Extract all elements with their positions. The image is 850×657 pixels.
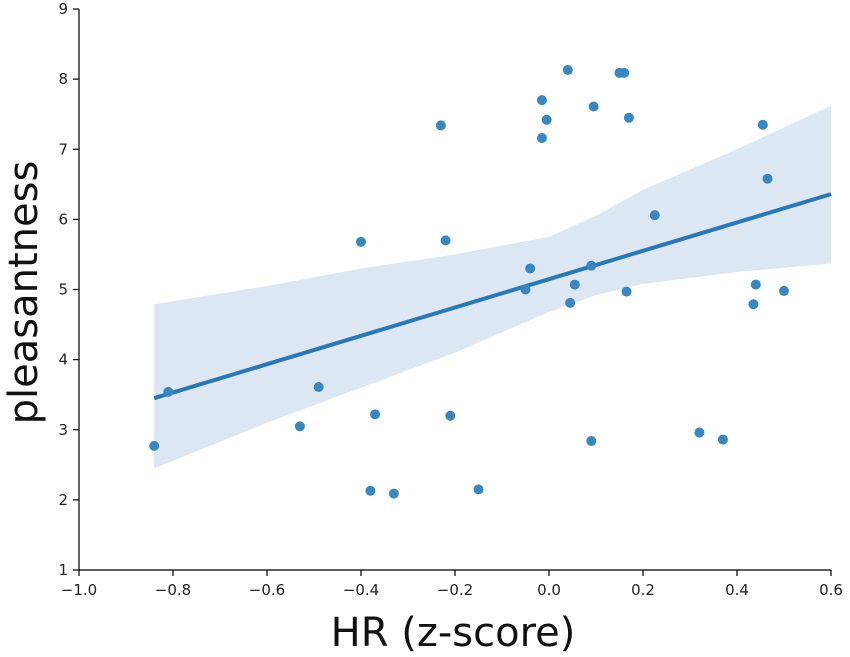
data-point xyxy=(762,173,773,184)
data-point xyxy=(694,427,705,438)
data-point xyxy=(445,410,456,421)
data-point xyxy=(525,263,536,274)
y-tick-label: 5 xyxy=(58,281,68,299)
data-point xyxy=(294,421,305,432)
data-point xyxy=(388,488,399,499)
y-tick-label: 3 xyxy=(58,421,68,439)
x-tick-label: 0.0 xyxy=(537,581,561,599)
y-tick-label: 1 xyxy=(58,561,68,579)
data-point xyxy=(536,133,547,144)
y-ticks: 1 2 3 4 5 6 7 8 9 xyxy=(58,0,79,579)
data-points-layer xyxy=(149,65,789,499)
data-point xyxy=(370,409,381,420)
data-point xyxy=(757,119,768,130)
y-axis-label: pleasantness xyxy=(1,161,47,425)
confidence-band-layer xyxy=(154,105,831,469)
y-tick-label: 7 xyxy=(58,140,68,158)
data-point xyxy=(440,235,451,246)
y-tick-label: 9 xyxy=(58,0,68,18)
data-point xyxy=(750,279,761,290)
data-point xyxy=(313,381,324,392)
x-ticks: −1.0 −0.8 −0.6 −0.4 −0.2 0.0 0.2 0.4 0.6 xyxy=(61,570,843,599)
x-tick-label: −1.0 xyxy=(61,581,97,599)
x-tick-label: −0.4 xyxy=(343,581,379,599)
x-tick-label: −0.2 xyxy=(437,581,473,599)
data-point xyxy=(163,386,174,397)
data-point xyxy=(565,297,576,308)
data-point xyxy=(536,95,547,106)
y-tick-label: 6 xyxy=(58,210,68,228)
data-point xyxy=(520,284,531,295)
data-point xyxy=(435,120,446,131)
data-point xyxy=(619,67,630,78)
x-tick-label: −0.8 xyxy=(155,581,191,599)
data-point xyxy=(569,279,580,290)
data-point xyxy=(717,434,728,445)
x-tick-label: 0.6 xyxy=(819,581,843,599)
data-point xyxy=(588,101,599,112)
y-tick-label: 4 xyxy=(58,351,68,369)
y-tick-label: 2 xyxy=(58,491,68,509)
data-point xyxy=(365,485,376,496)
x-tick-label: −0.6 xyxy=(249,581,285,599)
data-point xyxy=(649,210,660,221)
data-point xyxy=(621,286,632,297)
confidence-band xyxy=(154,105,831,469)
data-point xyxy=(623,112,634,123)
data-point xyxy=(586,435,597,446)
data-point xyxy=(562,65,573,76)
data-point xyxy=(541,114,552,125)
x-axis-label: HR (z-score) xyxy=(331,610,576,656)
data-point xyxy=(473,484,484,495)
y-tick-label: 8 xyxy=(58,70,68,88)
data-point xyxy=(149,440,160,451)
x-tick-label: 0.2 xyxy=(631,581,655,599)
x-tick-label: 0.4 xyxy=(725,581,749,599)
regression-line-layer xyxy=(153,192,832,401)
data-point xyxy=(356,236,366,247)
data-point xyxy=(748,299,759,310)
data-point xyxy=(586,260,597,271)
regression-line xyxy=(153,192,832,401)
data-point xyxy=(779,285,789,296)
